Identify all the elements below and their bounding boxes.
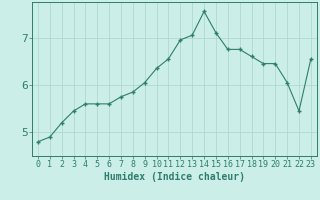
X-axis label: Humidex (Indice chaleur): Humidex (Indice chaleur) [104,172,245,182]
